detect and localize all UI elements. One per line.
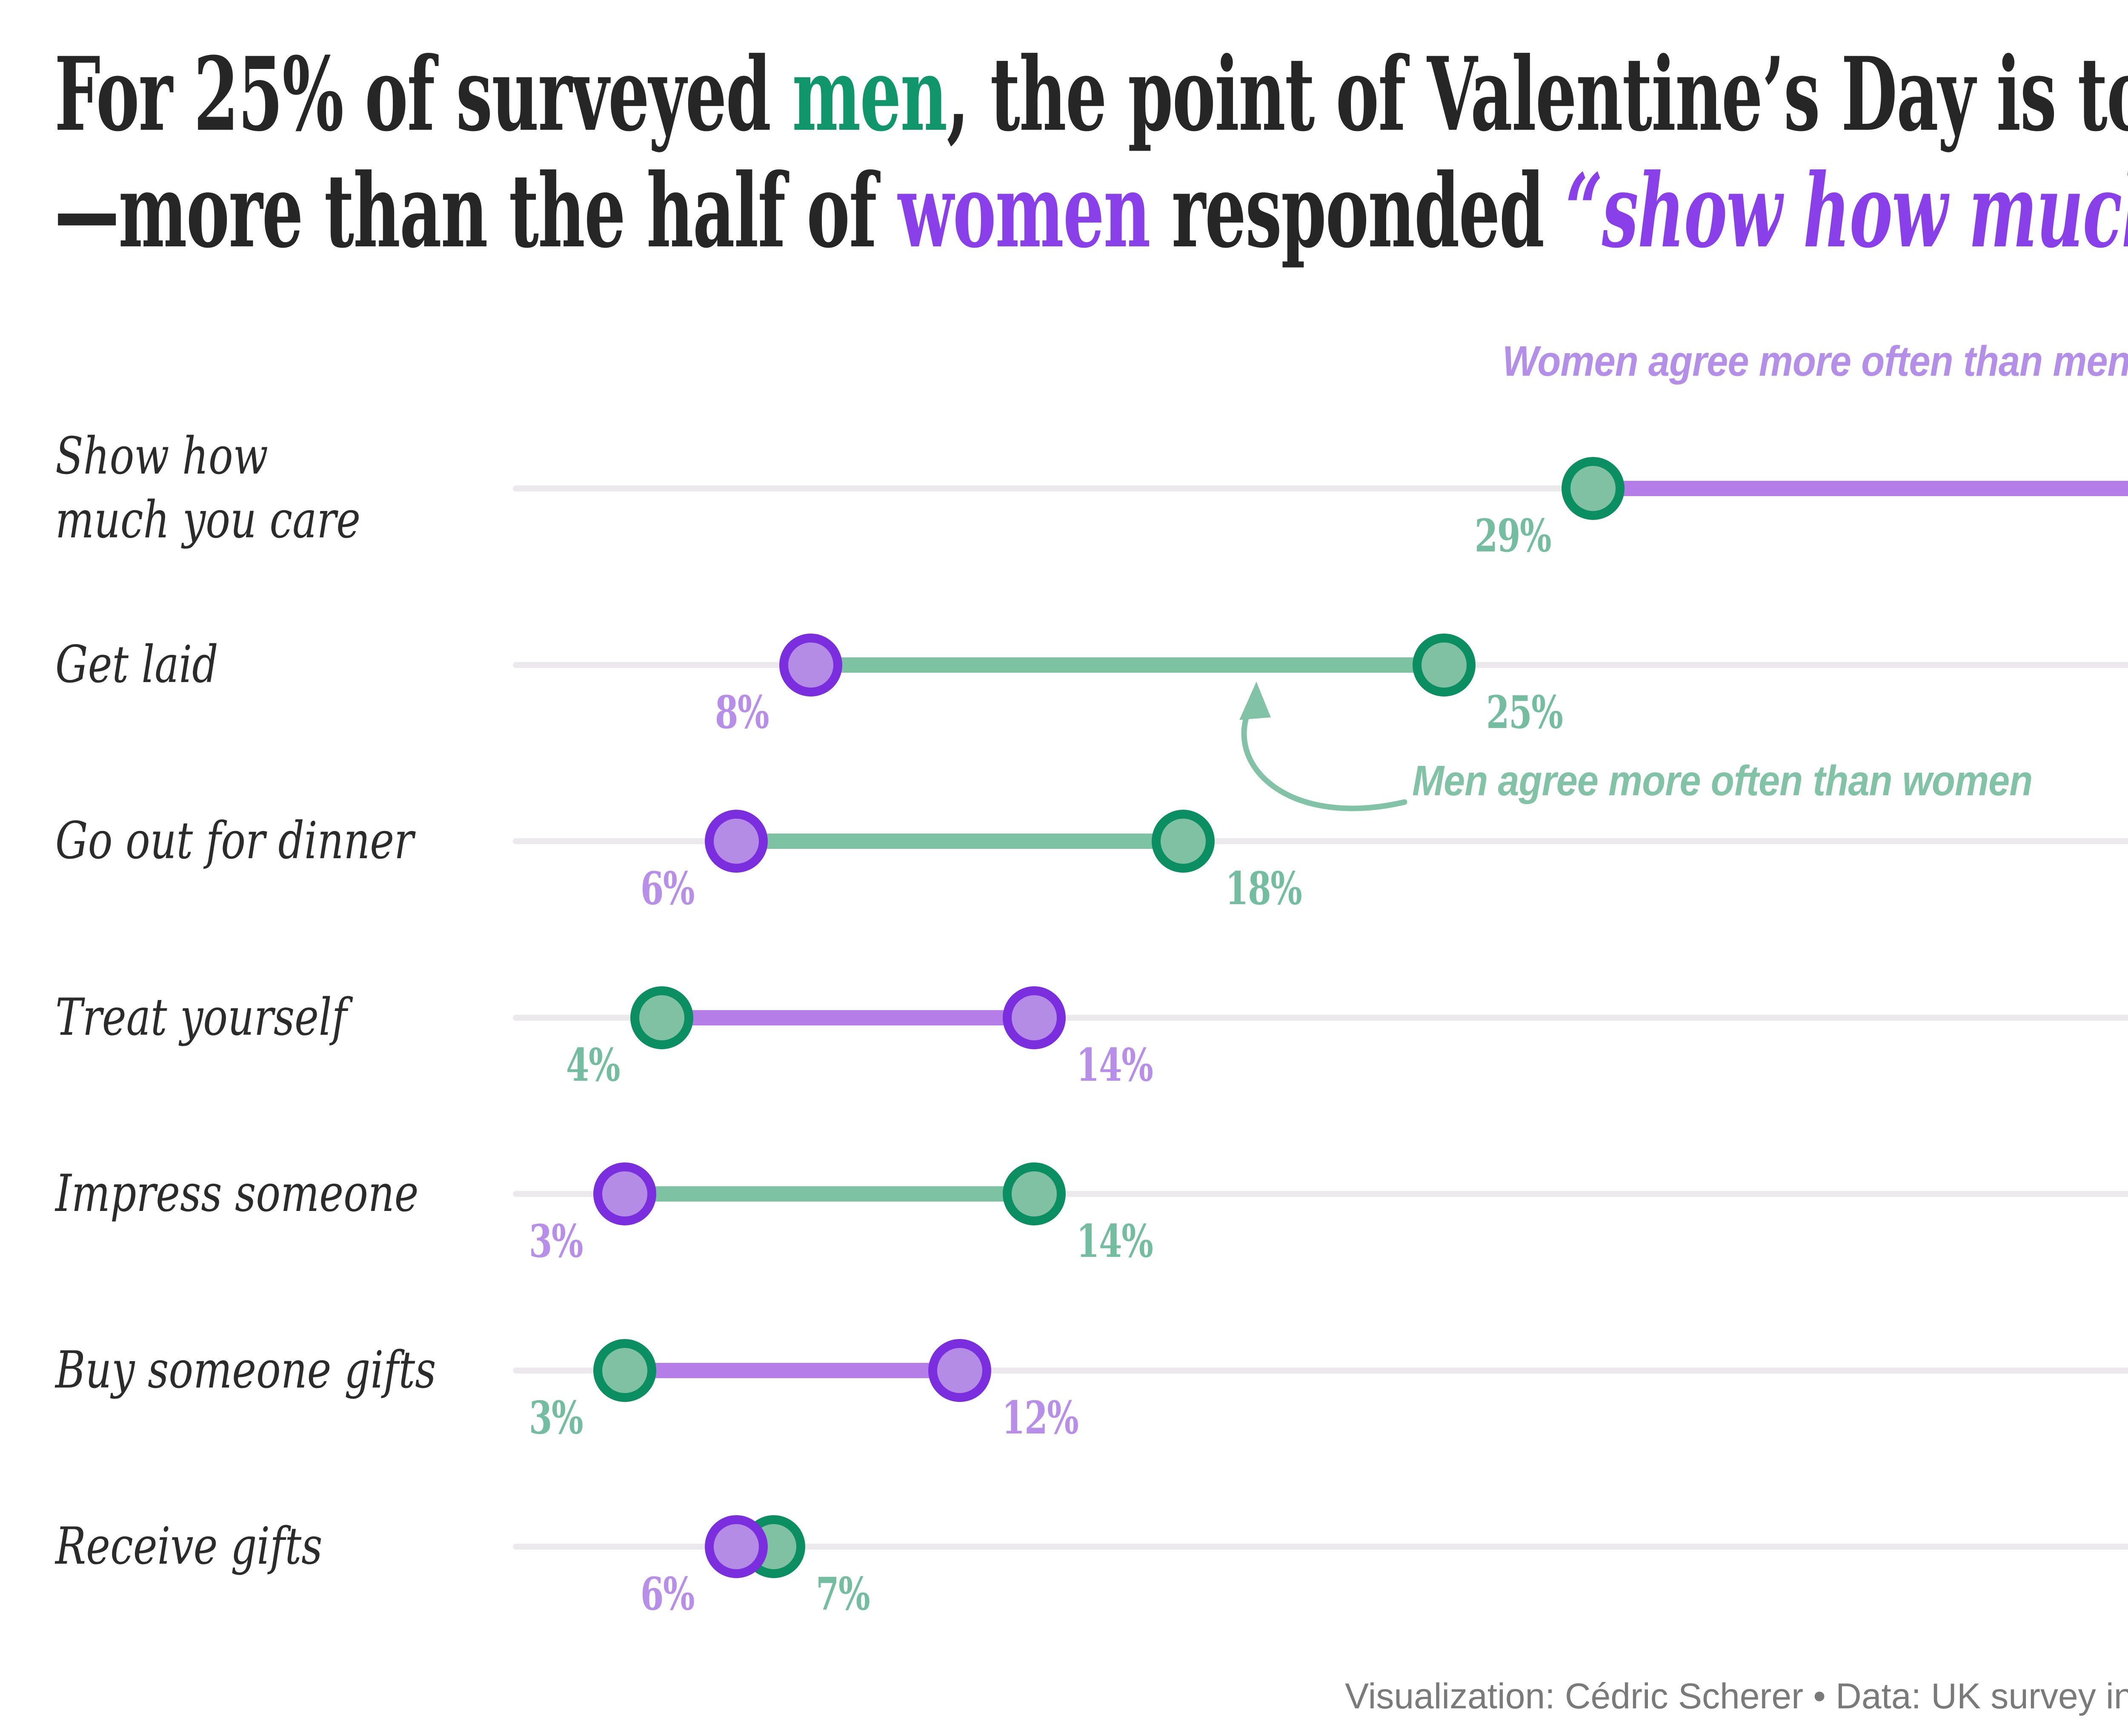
value-label-men: 14% [1076, 1214, 1153, 1268]
value-label-men: 3% [529, 1391, 583, 1444]
category-label: Impress someone [55, 1162, 419, 1226]
value-label-men: 7% [815, 1567, 870, 1620]
value-label-women: 14% [1076, 1038, 1153, 1091]
dumbbell-bar [624, 1362, 960, 1378]
value-label-men: 4% [566, 1038, 621, 1091]
footer-credit: Visualization: Cédric Scherer • Data: UK… [1345, 1676, 2128, 1716]
dumbbell-bar [736, 834, 1183, 849]
category-label-line: Receive gifts [55, 1517, 323, 1576]
value-label-men: 25% [1486, 685, 1563, 739]
arrowhead-men [1239, 682, 1271, 720]
title-text: For 25% of surveyed [54, 35, 792, 154]
value-label-men: 29% [1474, 509, 1551, 562]
category-label-line: Go out for dinner [55, 811, 414, 871]
title-text: —more than the half of [54, 152, 898, 271]
title-text: responded [1150, 152, 1566, 271]
title-text: , the point of Valentine’s Day is to [947, 35, 2128, 154]
value-label-women: 6% [640, 1567, 695, 1620]
category-label-line: much you care [55, 491, 361, 550]
category-label-line: Impress someone [55, 1164, 419, 1223]
category-label-line: Buy someone gifts [55, 1340, 436, 1400]
title-line-2: —more than the half of women responded “… [54, 153, 2128, 270]
value-label-women: 8% [715, 685, 769, 739]
women-dot [928, 1339, 991, 1402]
value-label-women: 6% [640, 862, 695, 915]
value-label-women: 12% [1002, 1391, 1079, 1444]
arrow-to-men-line [1241, 703, 1407, 811]
value-label-men: 18% [1225, 862, 1302, 915]
men-dot [1561, 457, 1625, 520]
annotation-women-agree: Women agree more often than men [1502, 337, 2128, 385]
category-label: Show how much you care [55, 425, 360, 552]
title-quote-show-care: “show how much you care” [1565, 152, 2128, 271]
dumbbell-bar [662, 1010, 1034, 1025]
category-label: Get laid [55, 633, 218, 697]
category-label-line: Show how [55, 427, 268, 486]
row-gridline [513, 1544, 2128, 1550]
category-label: Buy someone gifts [55, 1339, 436, 1402]
category-label: Treat yourself [55, 986, 347, 1050]
category-label-line: Treat yourself [55, 988, 347, 1047]
title-highlight-women: women [898, 152, 1151, 271]
category-label: Receive gifts [55, 1515, 322, 1579]
category-label: Go out for dinner [55, 809, 414, 873]
dumbbell-bar [811, 657, 1444, 673]
dumbbell-bar [1593, 481, 2128, 496]
title-line-1: For 25% of surveyed men, the point of Va… [54, 37, 2128, 153]
value-label-women: 3% [529, 1214, 583, 1268]
annotation-men-agree: Men agree more often than women [1412, 757, 2033, 805]
category-label-line: Get laid [55, 635, 218, 694]
title-highlight-men: men [792, 35, 947, 154]
dumbbell-bar [624, 1186, 1034, 1202]
chart-title: For 25% of surveyed men, the point of Va… [54, 37, 2128, 270]
